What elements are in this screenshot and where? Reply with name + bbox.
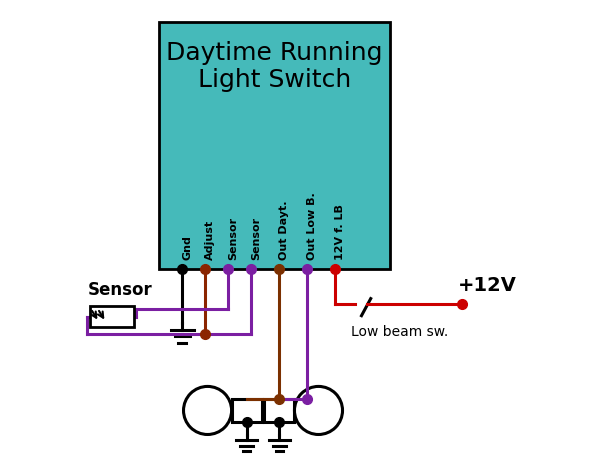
Text: Low beam sw.: Low beam sw. xyxy=(351,325,448,339)
Bar xyxy=(265,399,295,422)
Text: Out Dayt.: Out Dayt. xyxy=(279,201,289,260)
Text: Gnd: Gnd xyxy=(182,235,192,260)
Text: Daytime Running
Light Switch: Daytime Running Light Switch xyxy=(166,40,383,93)
Text: Out Low B.: Out Low B. xyxy=(307,193,317,260)
Text: Sensor: Sensor xyxy=(229,217,238,260)
Text: Adjust: Adjust xyxy=(205,220,215,260)
Bar xyxy=(89,306,134,327)
Text: 12V f. LB: 12V f. LB xyxy=(335,204,344,260)
Text: Sensor: Sensor xyxy=(251,217,262,260)
Text: +12V: +12V xyxy=(458,276,517,295)
Text: Sensor: Sensor xyxy=(88,281,152,299)
Bar xyxy=(159,22,390,270)
Bar xyxy=(232,399,262,422)
